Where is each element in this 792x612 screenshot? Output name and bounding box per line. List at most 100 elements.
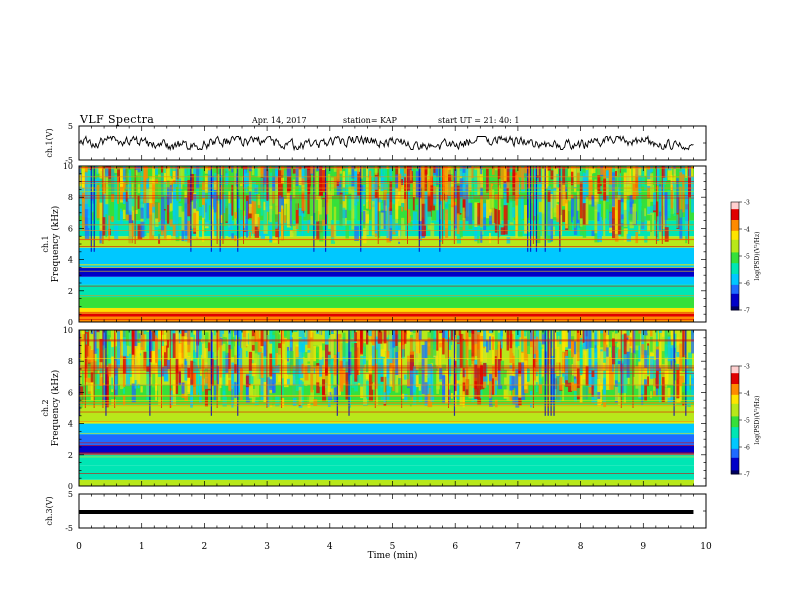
noise-cell bbox=[146, 342, 151, 370]
noise-cell bbox=[363, 210, 366, 226]
noise-cell bbox=[547, 341, 552, 365]
noise-cell bbox=[682, 174, 685, 213]
noise-cell bbox=[140, 221, 145, 238]
noise-cell bbox=[579, 182, 583, 219]
noise-cell bbox=[635, 330, 640, 346]
noise-cell bbox=[407, 166, 411, 191]
noise-cell bbox=[667, 166, 673, 181]
colorbar-cell bbox=[731, 403, 739, 407]
noise-cell bbox=[433, 166, 436, 173]
narrowband-line bbox=[79, 422, 694, 423]
ch1-colorbar-label: log(PSD)(V²/Hz) bbox=[754, 232, 761, 281]
noise-cell bbox=[462, 166, 467, 173]
noise-cell bbox=[532, 354, 535, 368]
noise-cell bbox=[468, 168, 472, 191]
noise-cell bbox=[228, 222, 233, 231]
noise-cell bbox=[240, 167, 243, 184]
noise-cell bbox=[644, 184, 649, 191]
colorbar-cell bbox=[731, 371, 739, 374]
noise-cell bbox=[207, 358, 211, 371]
noise-cell bbox=[166, 196, 170, 224]
colorbar-cell bbox=[731, 409, 739, 412]
noise-cell bbox=[178, 178, 181, 202]
noise-cell bbox=[491, 166, 495, 175]
noise-cell bbox=[550, 194, 553, 227]
noise-cell bbox=[368, 374, 374, 402]
noise-cell bbox=[512, 195, 515, 208]
noise-cell bbox=[600, 172, 605, 184]
noise-cell bbox=[588, 330, 592, 348]
noise-cell bbox=[445, 166, 448, 202]
noise-cell bbox=[433, 349, 438, 369]
noise-cell bbox=[480, 389, 483, 399]
ch1-freq-ylabel: Frequency (kHz) bbox=[50, 206, 61, 283]
noise-cell bbox=[658, 370, 662, 404]
noise-cell bbox=[263, 378, 268, 403]
noise-cell bbox=[225, 352, 229, 373]
noise-cell bbox=[612, 172, 616, 207]
noise-cell bbox=[210, 177, 215, 195]
noise-cell bbox=[398, 230, 401, 242]
noise-cell bbox=[635, 231, 639, 244]
noise-cell bbox=[158, 166, 163, 175]
noise-cell bbox=[456, 383, 460, 400]
noise-cell bbox=[489, 330, 492, 340]
noise-cell bbox=[122, 209, 126, 220]
noise-cell bbox=[152, 330, 157, 342]
noise-cell bbox=[661, 364, 667, 378]
noise-cell bbox=[650, 214, 652, 233]
noise-cell bbox=[245, 351, 248, 358]
ch1-volt-ytick-label: -5 bbox=[65, 156, 73, 165]
noise-cell bbox=[330, 177, 335, 196]
noise-cell bbox=[248, 203, 254, 214]
noise-cell bbox=[562, 330, 567, 351]
colorbar-cell bbox=[731, 393, 739, 396]
noise-cell bbox=[436, 370, 440, 390]
noise-cell bbox=[117, 331, 121, 368]
noise-cell bbox=[573, 334, 578, 342]
noise-cell bbox=[603, 347, 606, 363]
noise-cell bbox=[289, 375, 293, 386]
noise-cell bbox=[603, 330, 607, 345]
noise-cell bbox=[222, 333, 228, 355]
noise-cell bbox=[202, 330, 205, 344]
noise-cell bbox=[629, 201, 633, 221]
colorbar-cell bbox=[731, 270, 739, 273]
noise-cell bbox=[532, 330, 537, 339]
noise-cell bbox=[653, 390, 656, 397]
noise-cell bbox=[137, 196, 140, 209]
noise-cell bbox=[450, 330, 454, 341]
noise-cell bbox=[304, 330, 310, 345]
bright-streak bbox=[497, 166, 499, 244]
colorbar-cell bbox=[731, 430, 739, 434]
noise-cell bbox=[330, 358, 334, 389]
noise-cell bbox=[653, 360, 657, 379]
noise-cell bbox=[430, 366, 435, 402]
bright-streak bbox=[278, 166, 280, 244]
noise-cell bbox=[333, 387, 339, 403]
noise-cell bbox=[650, 391, 653, 399]
noise-cell bbox=[509, 395, 513, 402]
noise-cell bbox=[644, 379, 647, 385]
noise-cell bbox=[477, 166, 481, 195]
noise-cell bbox=[137, 223, 143, 240]
noise-cell bbox=[571, 330, 576, 337]
noise-cell bbox=[471, 330, 475, 361]
noise-cell bbox=[518, 166, 523, 178]
noise-cell bbox=[152, 184, 156, 202]
colorbar-cell bbox=[731, 441, 739, 444]
noise-cell bbox=[582, 330, 588, 347]
noise-cell bbox=[231, 184, 234, 216]
noise-cell bbox=[679, 166, 684, 183]
noise-cell bbox=[163, 334, 167, 353]
colorbar-cell bbox=[731, 292, 739, 295]
date-label: Apr. 14, 2017 bbox=[252, 116, 307, 125]
noise-cell bbox=[632, 166, 637, 176]
noise-cell bbox=[81, 330, 84, 361]
noise-cell bbox=[489, 336, 491, 351]
noise-cell bbox=[456, 233, 462, 244]
noise-cell bbox=[477, 216, 480, 240]
noise-cell bbox=[421, 370, 426, 395]
noise-cell bbox=[409, 221, 413, 227]
dark-streak bbox=[535, 166, 538, 252]
